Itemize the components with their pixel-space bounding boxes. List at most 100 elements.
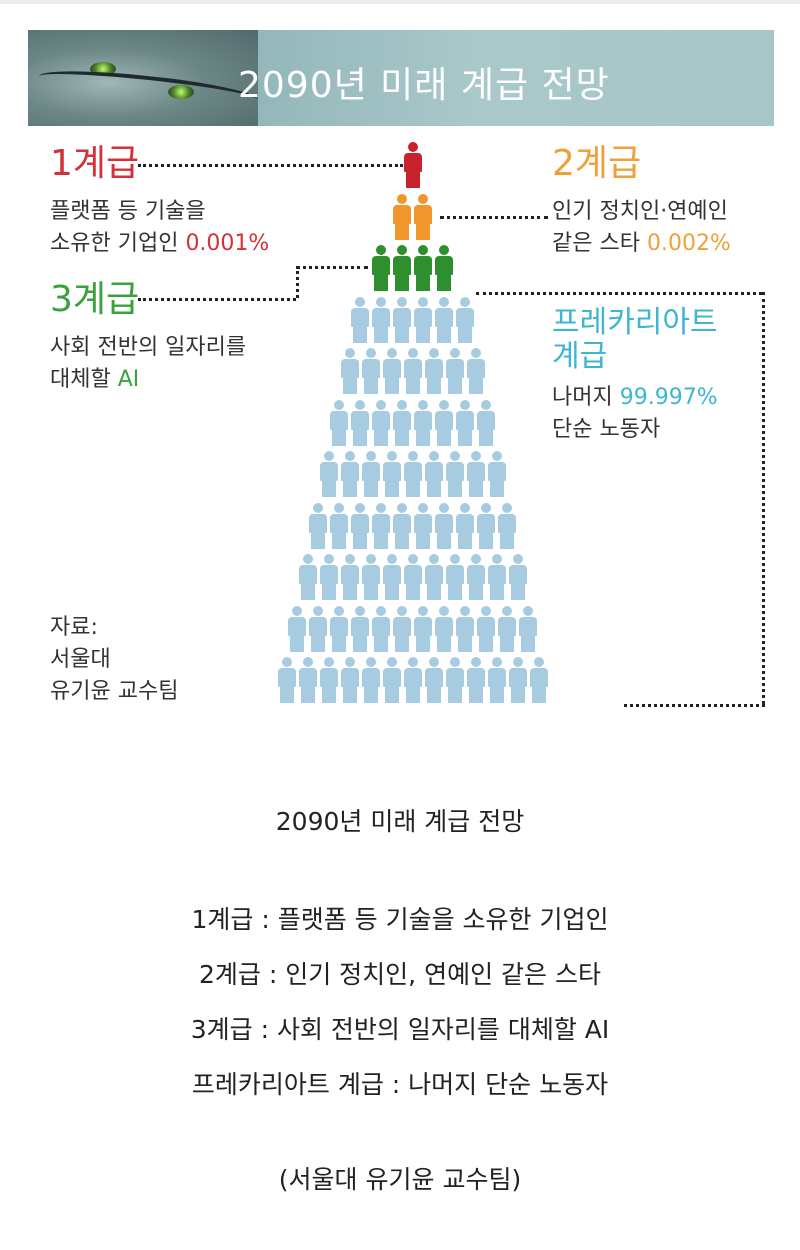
person-icon xyxy=(319,554,338,600)
person-icon xyxy=(424,348,443,394)
person-icon xyxy=(393,245,411,291)
person-icon xyxy=(393,605,411,652)
tier1-desc-line2: 소유한 기업인 0.001% xyxy=(50,231,270,256)
person-icon xyxy=(466,451,485,497)
person-icon xyxy=(403,142,422,188)
person-icon xyxy=(403,657,422,703)
person-icon xyxy=(414,296,432,343)
person-icon xyxy=(414,193,432,240)
person-icon xyxy=(445,554,464,600)
source-line1: 자료: xyxy=(50,615,98,640)
person-icon xyxy=(372,605,390,652)
person-icon xyxy=(414,399,432,446)
person-icon xyxy=(403,554,422,600)
tier3-heading: 3계급 xyxy=(50,279,140,320)
tier1-desc-line1: 플랫폼 등 기술을 xyxy=(50,199,206,224)
precariat-leader-line-vertical xyxy=(762,292,765,704)
precariat-heading-line2: 계급 xyxy=(552,339,608,374)
precariat-leader-line-top xyxy=(476,292,762,295)
caption-line1: 1계급 : 플랫폼 등 기술을 소유한 기업인 xyxy=(191,905,609,934)
person-icon xyxy=(456,605,474,652)
source-line2: 서울대 xyxy=(50,647,111,672)
tier2-desc-line2: 같은 스타 0.002% xyxy=(552,231,731,256)
person-icon xyxy=(435,502,453,549)
person-icon xyxy=(351,605,369,652)
person-icon xyxy=(361,554,380,600)
person-icon xyxy=(456,502,474,549)
banner: 2090년 미래 계급 전망 xyxy=(28,30,774,126)
person-icon xyxy=(424,554,443,600)
tier1-leader-line xyxy=(138,164,403,167)
person-icon xyxy=(361,451,380,497)
caption-line2: 2계급 : 인기 정치인, 연예인 같은 스타 xyxy=(199,960,601,989)
person-icon xyxy=(508,554,527,600)
person-icon xyxy=(340,451,359,497)
person-icon xyxy=(487,657,506,703)
person-icon xyxy=(445,657,464,703)
person-icon xyxy=(403,348,422,394)
person-icon xyxy=(277,657,296,703)
person-icon xyxy=(466,348,485,394)
tier1-heading: 1계급 xyxy=(50,143,140,184)
person-icon xyxy=(445,451,464,497)
person-icon xyxy=(393,399,411,446)
person-icon xyxy=(330,502,348,549)
person-icon xyxy=(424,657,443,703)
person-icon xyxy=(372,399,390,446)
person-icon xyxy=(382,451,401,497)
person-icon xyxy=(498,605,516,652)
source-line3: 유기윤 교수팀 xyxy=(50,679,179,704)
precariat-desc-line2: 단순 노동자 xyxy=(552,417,661,442)
person-icon xyxy=(456,399,474,446)
top-divider xyxy=(0,0,800,4)
person-icon xyxy=(340,657,359,703)
person-icon xyxy=(414,502,432,549)
class-pyramid-infographic: 2090년 미래 계급 전망 1계급 플랫폼 등 기술을 소유한 기업인 0.0… xyxy=(28,30,774,720)
person-icon xyxy=(466,657,485,703)
robot-eye-icon xyxy=(90,62,116,76)
person-icon xyxy=(487,451,506,497)
person-icon xyxy=(477,605,495,652)
person-icon xyxy=(393,296,411,343)
person-icon xyxy=(393,193,411,240)
person-icon xyxy=(351,296,369,343)
person-icon xyxy=(508,657,527,703)
tier3-leader-line-top xyxy=(296,266,368,269)
person-icon xyxy=(435,245,453,291)
robot-face-image xyxy=(28,30,259,126)
person-icon xyxy=(351,502,369,549)
person-icon xyxy=(319,657,338,703)
person-icon xyxy=(403,451,422,497)
precariat-desc-line1: 나머지 99.997% xyxy=(552,385,718,410)
person-icon xyxy=(435,605,453,652)
person-icon xyxy=(340,554,359,600)
person-icon xyxy=(298,554,317,600)
tier3-ai: AI xyxy=(117,367,140,392)
person-icon xyxy=(309,605,327,652)
person-icon xyxy=(424,451,443,497)
robot-eye-icon xyxy=(168,85,194,99)
tier2-desc-line1: 인기 정치인·연예인 xyxy=(552,199,728,224)
people-pyramid xyxy=(28,30,774,720)
banner-title: 2090년 미래 계급 전망 xyxy=(238,65,610,106)
person-icon xyxy=(456,296,474,343)
precariat-leader-line-bottom xyxy=(624,704,765,707)
caption-source: (서울대 유기윤 교수팀) xyxy=(278,1165,522,1194)
tier3-desc-line2: 대체할 AI xyxy=(50,367,140,392)
person-icon xyxy=(382,657,401,703)
person-icon xyxy=(330,399,348,446)
precariat-heading: 프레카리아트 xyxy=(552,305,718,340)
person-icon xyxy=(477,502,495,549)
tier2-heading: 2계급 xyxy=(552,143,642,184)
person-icon xyxy=(382,554,401,600)
person-icon xyxy=(466,554,485,600)
person-icon xyxy=(519,605,537,652)
person-icon xyxy=(529,657,548,703)
person-icon xyxy=(372,296,390,343)
precariat-percent: 99.997% xyxy=(619,385,718,410)
tier3-leader-line-vertical xyxy=(296,266,299,298)
tier3-desc-line1: 사회 전반의 일자리를 xyxy=(50,335,247,360)
person-icon xyxy=(445,348,464,394)
caption-title: 2090년 미래 계급 전망 xyxy=(275,807,525,836)
person-icon xyxy=(340,348,359,394)
